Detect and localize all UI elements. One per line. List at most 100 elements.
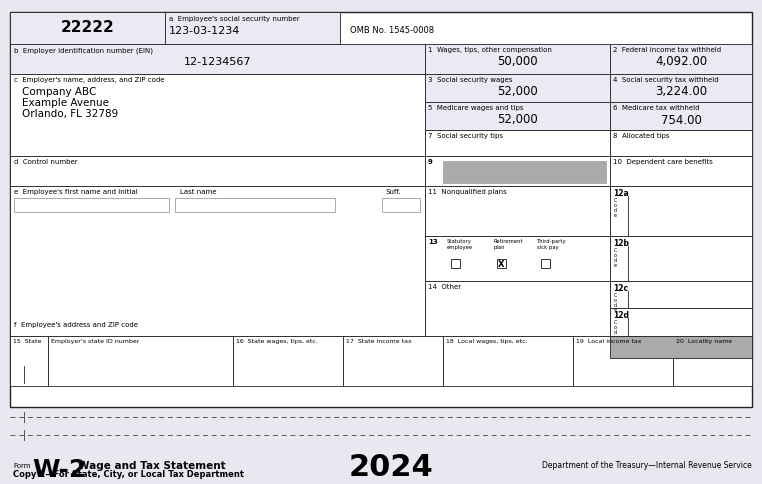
Bar [610, 156, 752, 186]
Text: 1  Wages, tips, other compensation: 1 Wages, tips, other compensation [428, 47, 552, 53]
Text: C: C [614, 293, 617, 298]
Text: X: X [498, 260, 504, 269]
Text: 17  State income tax: 17 State income tax [346, 339, 411, 344]
Bar [497, 259, 506, 268]
Text: Last name: Last name [180, 189, 216, 195]
Text: e: e [614, 263, 617, 268]
Bar [425, 281, 610, 336]
Text: Orlando, FL 32789: Orlando, FL 32789 [22, 109, 118, 119]
Text: 2  Federal income tax withheld: 2 Federal income tax withheld [613, 47, 721, 53]
Text: 3  Social security wages: 3 Social security wages [428, 77, 513, 83]
Text: 5  Medicare wages and tips: 5 Medicare wages and tips [428, 105, 523, 111]
Bar [425, 236, 610, 281]
Text: 52,000: 52,000 [497, 86, 538, 99]
Bar [425, 74, 610, 102]
Text: 10  Dependent care benefits: 10 Dependent care benefits [613, 159, 713, 165]
Text: o: o [614, 253, 617, 258]
Text: C: C [614, 320, 617, 325]
Bar [425, 186, 610, 236]
Text: 12d: 12d [613, 311, 629, 320]
Text: f  Employee's address and ZIP code: f Employee's address and ZIP code [14, 322, 138, 328]
Text: Copy 1—For State, City, or Local Tax Department: Copy 1—For State, City, or Local Tax Dep… [13, 470, 244, 479]
Bar [443, 161, 606, 183]
Bar [425, 156, 610, 186]
Text: 7  Social security tips: 7 Social security tips [428, 133, 503, 139]
Bar [451, 259, 460, 268]
Text: 4  Social security tax withheld: 4 Social security tax withheld [613, 77, 719, 83]
Bar [10, 336, 48, 386]
Text: 18  Local wages, tips, etc.: 18 Local wages, tips, etc. [446, 339, 527, 344]
Text: Statutory
employee: Statutory employee [447, 239, 473, 250]
Bar [10, 12, 165, 44]
Text: d: d [614, 208, 617, 213]
Bar [610, 236, 752, 281]
Bar [343, 336, 443, 386]
Text: 19  Local income tax: 19 Local income tax [576, 339, 642, 344]
Text: Employer's state ID number: Employer's state ID number [51, 339, 139, 344]
Text: 20  Locality name: 20 Locality name [676, 339, 732, 344]
Text: 754.00: 754.00 [661, 114, 702, 126]
Text: 9: 9 [428, 159, 433, 165]
Text: Wage and Tax Statement: Wage and Tax Statement [78, 461, 226, 471]
Bar [610, 102, 752, 130]
Bar [175, 198, 335, 212]
Bar [610, 308, 752, 336]
Text: 13: 13 [428, 239, 437, 245]
Text: Third-party
sick pay: Third-party sick pay [537, 239, 567, 250]
Text: 12-1234567: 12-1234567 [184, 57, 251, 67]
Text: d: d [614, 330, 617, 335]
Bar [165, 12, 340, 44]
Text: o: o [614, 298, 617, 303]
Bar [610, 336, 752, 358]
Bar [10, 156, 425, 186]
Bar [425, 130, 610, 156]
Text: 12c: 12c [613, 284, 628, 293]
Text: d: d [614, 258, 617, 263]
Text: 16  State wages, tips, etc.: 16 State wages, tips, etc. [236, 339, 318, 344]
Bar [541, 259, 550, 268]
Text: 50,000: 50,000 [497, 56, 538, 69]
Bar [10, 44, 425, 74]
Bar [382, 198, 420, 212]
Text: 6  Medicare tax withheld: 6 Medicare tax withheld [613, 105, 700, 111]
Text: 8  Allocated tips: 8 Allocated tips [613, 133, 670, 139]
Text: C: C [614, 248, 617, 253]
Text: o: o [614, 325, 617, 330]
Text: 22222: 22222 [61, 20, 114, 35]
Text: Department of the Treasury—Internal Revenue Service: Department of the Treasury—Internal Reve… [543, 462, 752, 470]
Text: Retirement
plan: Retirement plan [493, 239, 523, 250]
Text: Suff.: Suff. [385, 189, 401, 195]
Text: 12a: 12a [613, 189, 629, 198]
Text: e  Employee's first name and initial: e Employee's first name and initial [14, 189, 138, 195]
Text: e: e [614, 307, 617, 312]
Bar [610, 74, 752, 102]
Text: o: o [614, 203, 617, 208]
Text: Example Avenue: Example Avenue [22, 98, 109, 108]
Text: d  Control number: d Control number [14, 159, 78, 165]
Text: 52,000: 52,000 [497, 114, 538, 126]
Text: 123-03-1234: 123-03-1234 [169, 26, 240, 36]
Text: W-2: W-2 [32, 458, 86, 482]
Text: a  Employee's social security number: a Employee's social security number [169, 16, 299, 22]
Text: C: C [614, 198, 617, 203]
Bar [10, 12, 752, 407]
Text: 11  Nonqualified plans: 11 Nonqualified plans [428, 189, 507, 195]
Text: Form: Form [13, 463, 30, 469]
Bar [610, 281, 752, 308]
Bar [573, 336, 673, 386]
Text: OMB No. 1545-0008: OMB No. 1545-0008 [350, 26, 434, 35]
Bar [48, 336, 233, 386]
Bar [610, 130, 752, 156]
Bar [443, 336, 573, 386]
Bar [610, 186, 752, 236]
Bar [673, 336, 752, 386]
Text: 12b: 12b [613, 239, 629, 248]
Bar [10, 186, 425, 336]
Text: 14  Other: 14 Other [428, 284, 461, 290]
Text: e: e [614, 213, 617, 218]
Text: 15  State: 15 State [13, 339, 41, 344]
Text: 3,224.00: 3,224.00 [655, 86, 707, 99]
Text: c  Employer's name, address, and ZIP code: c Employer's name, address, and ZIP code [14, 77, 165, 83]
Bar [425, 102, 610, 130]
Text: Company ABC: Company ABC [22, 87, 96, 97]
